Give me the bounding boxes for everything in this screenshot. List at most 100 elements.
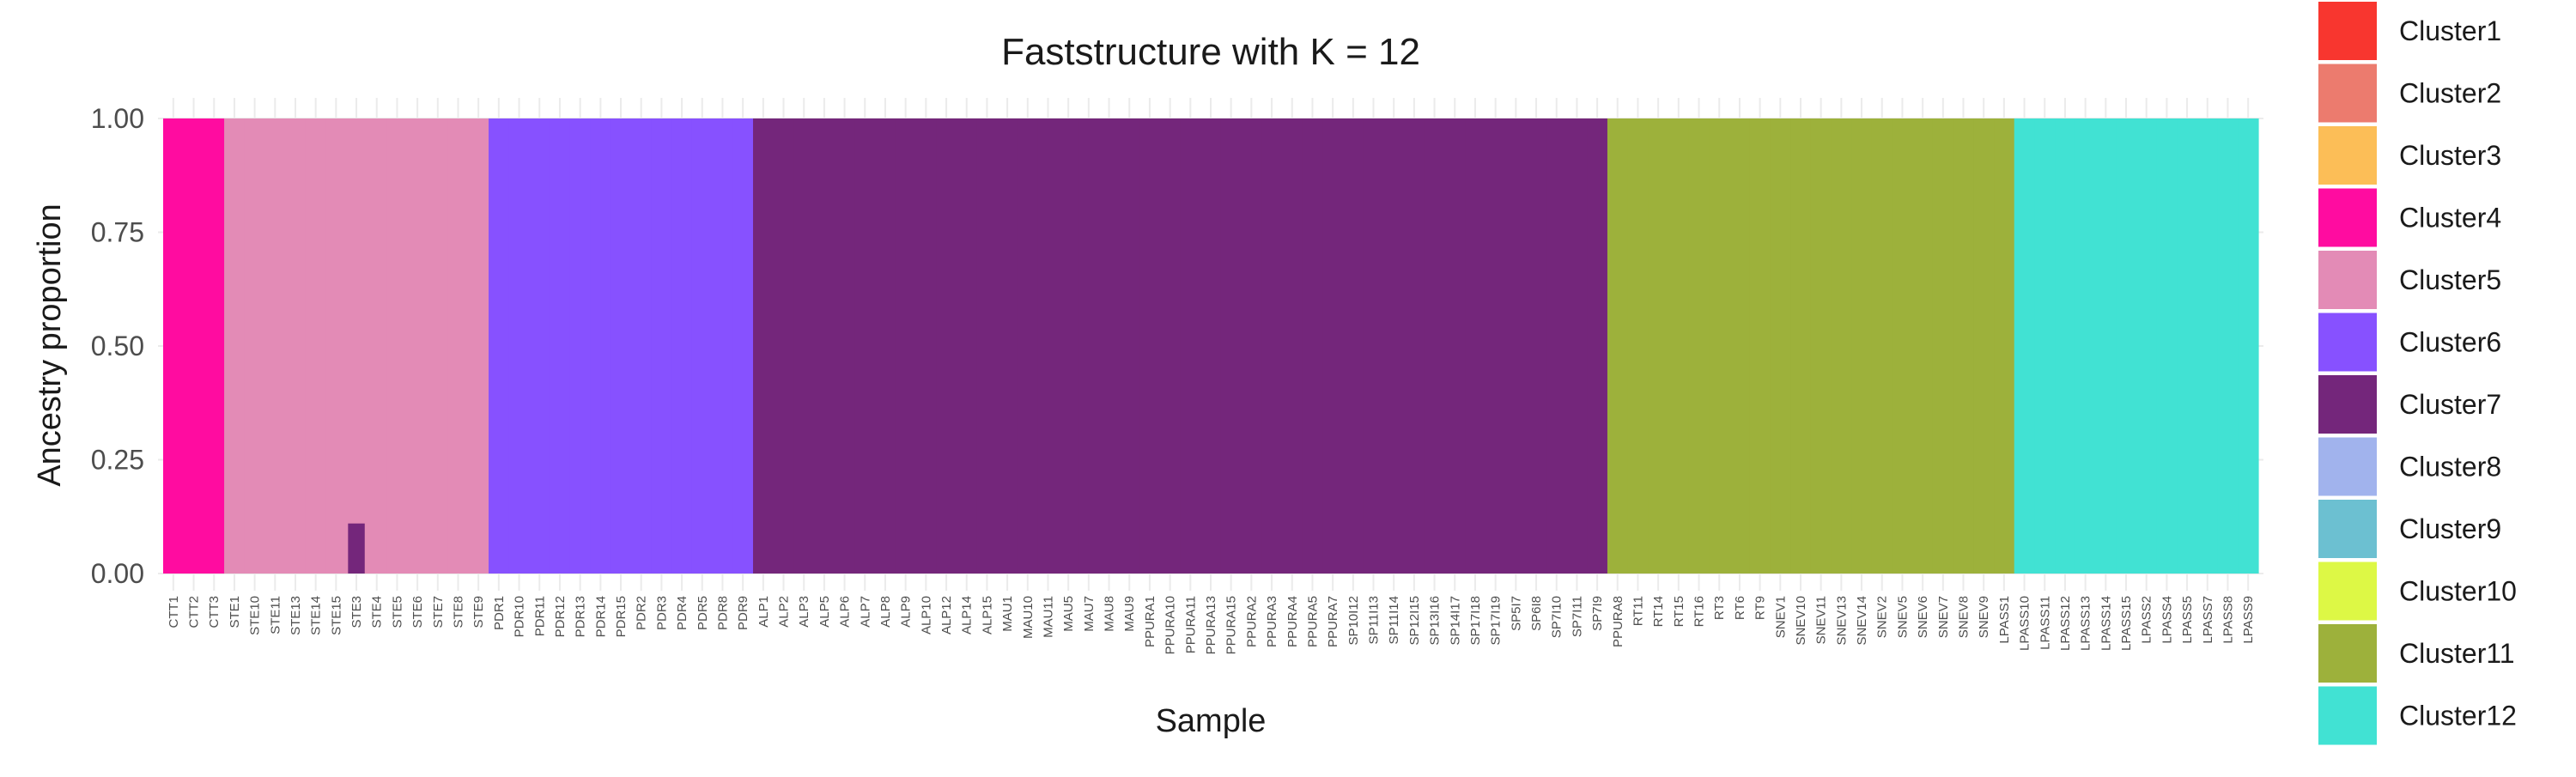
legend-label-cluster8: Cluster8 <box>2399 452 2501 483</box>
bar-MAU11 <box>1037 118 1059 574</box>
x-tick-label: PPURA4 <box>1285 596 1300 647</box>
y-axis-label: Ancestry proportion <box>32 203 68 487</box>
bar-PDR12 <box>550 118 571 574</box>
bar-ALP12 <box>936 118 957 574</box>
x-tick-label: CTT2 <box>187 596 202 628</box>
bar-PDR11 <box>529 118 550 574</box>
bar-SP13I16 <box>1424 118 1446 574</box>
x-tick-label: PDR1 <box>492 596 507 630</box>
x-tick-label: ALP7 <box>858 596 872 628</box>
x-tick-label: LPASS11 <box>2038 596 2052 650</box>
legend-label-cluster4: Cluster4 <box>2399 203 2501 234</box>
bar-LPASS11 <box>2034 118 2056 574</box>
x-tick-label: SNEV10 <box>1794 596 1808 646</box>
bar-MAU8 <box>1098 118 1120 574</box>
bar-SP10I12 <box>1342 118 1364 574</box>
bar-segment-STE3-Cluster7 <box>348 523 365 574</box>
x-tick-label: SP5I7 <box>1509 596 1523 631</box>
x-tick-label: LPASS15 <box>2119 596 2134 651</box>
bar-RT3 <box>1709 118 1730 574</box>
x-tick-label: ALP1 <box>756 596 771 628</box>
x-tick-label: ALP5 <box>817 596 832 628</box>
x-tick-label: LPASS1 <box>1997 596 2012 644</box>
bar-STE1 <box>224 118 246 574</box>
bar-STE11 <box>264 118 286 574</box>
bar-SNEV10 <box>1790 118 1812 574</box>
x-tick-label: STE6 <box>410 596 425 628</box>
legend-label-cluster6: Cluster6 <box>2399 327 2501 358</box>
x-tick-label: RT9 <box>1753 596 1768 620</box>
x-tick-label: MAU10 <box>1021 596 1036 639</box>
bar-PDR10 <box>508 118 531 574</box>
x-tick-label: ALP14 <box>960 596 975 634</box>
bar-SNEV14 <box>1851 118 1873 574</box>
bar-ALP1 <box>752 118 775 574</box>
x-tick-label: ALP9 <box>899 596 914 628</box>
x-tick-label: MAU5 <box>1061 596 1076 632</box>
bar-PPURA8 <box>1607 118 1629 574</box>
bar-MAU9 <box>1119 118 1140 574</box>
legend-label-cluster11: Cluster11 <box>2399 638 2515 669</box>
bar-LPASS14 <box>2095 118 2117 574</box>
x-tick-label: STE9 <box>471 596 486 628</box>
legend-swatch-cluster8 <box>2318 437 2377 496</box>
x-tick-label: PDR15 <box>614 596 629 637</box>
bar-STE7 <box>427 118 449 574</box>
bar-CTT3 <box>204 118 225 574</box>
bar-SP6I8 <box>1526 118 1547 574</box>
bar-ALP6 <box>834 118 856 574</box>
x-tick-label: MAU11 <box>1041 596 1055 638</box>
x-tick-label: RT11 <box>1631 596 1645 626</box>
bar-SP7I9 <box>1587 118 1608 574</box>
bar-PDR15 <box>611 118 632 574</box>
x-tick-label: PDR3 <box>654 596 669 630</box>
x-tick-label: ALP3 <box>797 596 811 628</box>
bar-PPURA13 <box>1200 118 1222 574</box>
x-tick-label: STE14 <box>309 596 324 635</box>
bar-CTT1 <box>163 118 185 574</box>
x-tick-label: PDR10 <box>513 596 527 637</box>
bar-PPURA7 <box>1322 118 1344 574</box>
bar-PDR5 <box>691 118 714 574</box>
x-tick-label: SP14I17 <box>1448 596 1462 646</box>
x-tick-label: LPASS7 <box>2201 596 2215 644</box>
bar-MAU7 <box>1078 118 1100 574</box>
bar-PDR14 <box>590 118 611 574</box>
bar-PPURA4 <box>1281 118 1303 574</box>
x-tick-label: PPURA2 <box>1244 596 1259 647</box>
x-tick-label: SP7I11 <box>1570 596 1584 637</box>
x-tick-label: SNEV11 <box>1814 596 1829 644</box>
bar-LPASS7 <box>2196 118 2219 574</box>
y-tick-label: 0.75 <box>91 217 144 248</box>
legend-swatch-cluster1 <box>2318 2 2377 60</box>
bar-PPURA10 <box>1159 118 1182 574</box>
x-tick-label: LPASS9 <box>2241 596 2256 644</box>
bar-SP7I11 <box>1566 118 1588 574</box>
bar-PPURA5 <box>1302 118 1323 574</box>
y-tick-label: 1.00 <box>91 103 144 134</box>
legend-swatch-cluster4 <box>2318 188 2377 247</box>
bar-ALP14 <box>956 118 978 574</box>
x-tick-label: PPURA7 <box>1326 596 1340 647</box>
bar-PPURA15 <box>1220 118 1242 574</box>
legend-swatch-cluster5 <box>2318 251 2377 309</box>
bars-layer <box>163 118 2259 574</box>
legend-label-cluster7: Cluster7 <box>2399 389 2501 420</box>
bar-SNEV11 <box>1810 118 1832 574</box>
bar-SNEV5 <box>1892 118 1913 574</box>
x-tick-label: STE5 <box>390 596 404 628</box>
chart-title: Faststructure with K = 12 <box>1001 31 1420 73</box>
legend-label-cluster10: Cluster10 <box>2399 576 2517 607</box>
legend-label-cluster3: Cluster3 <box>2399 140 2501 171</box>
x-tick-label: PDR12 <box>553 596 568 637</box>
bar-SP5I7 <box>1505 118 1527 574</box>
x-tick-label: PDR11 <box>532 596 547 636</box>
bar-LPASS15 <box>2116 118 2137 574</box>
x-tick-label: SP11I13 <box>1367 596 1382 644</box>
bar-RT11 <box>1627 118 1649 574</box>
legend-swatch-cluster10 <box>2318 562 2377 621</box>
x-tick-label: MAU1 <box>1000 596 1015 632</box>
bar-RT6 <box>1729 118 1751 574</box>
legend-swatch-cluster7 <box>2318 375 2377 434</box>
bar-SNEV6 <box>1912 118 1934 574</box>
